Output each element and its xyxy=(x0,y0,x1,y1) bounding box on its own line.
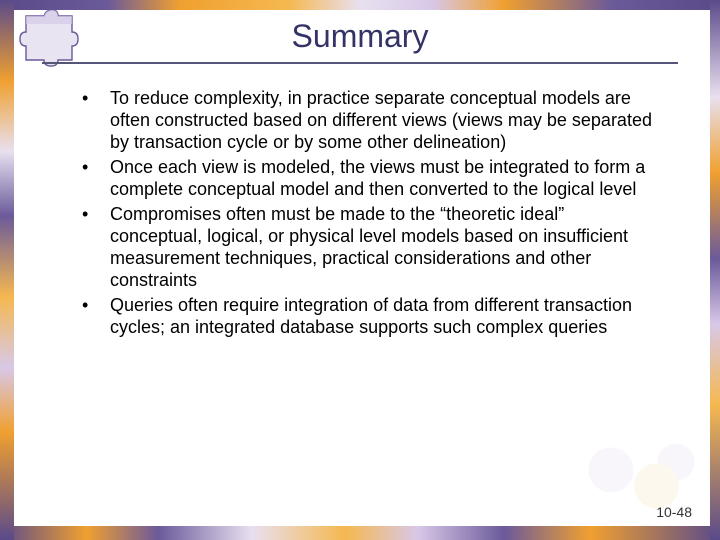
bullet-item: Queries often require integration of dat… xyxy=(68,295,660,339)
title-underline xyxy=(42,62,678,64)
bullet-item: Compromises often must be made to the “t… xyxy=(68,204,660,292)
border-right xyxy=(710,0,720,540)
border-bottom xyxy=(0,526,720,540)
border-left xyxy=(0,0,14,540)
bullet-list: To reduce complexity, in practice separa… xyxy=(68,88,660,338)
slide: Summary To reduce complexity, in practic… xyxy=(0,0,720,540)
bullet-item: To reduce complexity, in practice separa… xyxy=(68,88,660,154)
slide-title: Summary xyxy=(0,18,720,55)
border-top xyxy=(0,0,720,10)
content-area: To reduce complexity, in practice separa… xyxy=(68,88,660,341)
page-number: 10-48 xyxy=(656,504,692,520)
bullet-item: Once each view is modeled, the views mus… xyxy=(68,157,660,201)
